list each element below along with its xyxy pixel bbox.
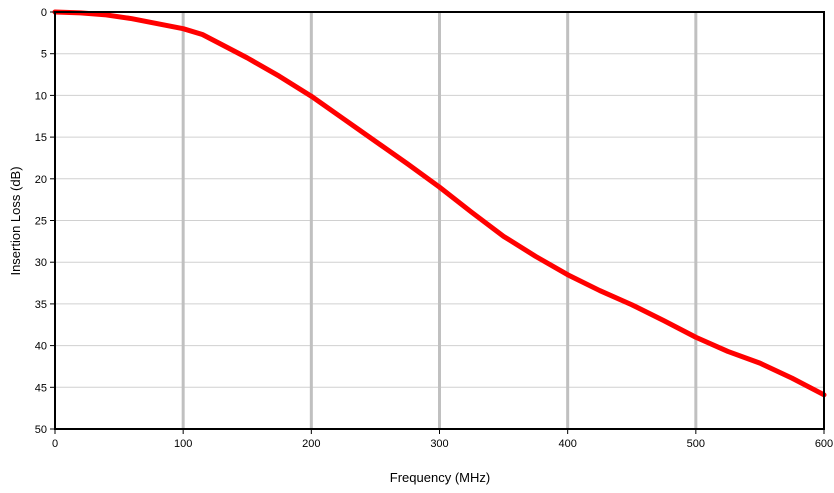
- x-tick-labels: 0 100 200 300 400 500 600: [52, 438, 833, 450]
- x-tick-label: 400: [558, 438, 576, 450]
- y-tick-label: 5: [41, 49, 47, 61]
- grid-layer: [55, 12, 824, 429]
- y-tick-label: 30: [35, 257, 47, 269]
- x-tick-label: 200: [302, 438, 320, 450]
- series-layer: [52, 9, 827, 398]
- y-tick-label: 10: [35, 90, 47, 102]
- x-axis-title: Frequency (MHz): [390, 470, 490, 485]
- x-tick-label: 600: [815, 438, 833, 450]
- x-tick-label: 300: [430, 438, 448, 450]
- y-tick-label: 15: [35, 132, 47, 144]
- y-tick-label: 40: [35, 341, 47, 353]
- y-tick-label: 35: [35, 299, 47, 311]
- x-tick-label: 100: [174, 438, 192, 450]
- y-tick-label: 50: [35, 424, 47, 436]
- y-tick-label: 0: [41, 7, 47, 19]
- y-tick-label: 45: [35, 382, 47, 394]
- axis-layer: [50, 11, 825, 434]
- x-tick-label: 500: [687, 438, 705, 450]
- x-tick-label: 0: [52, 438, 58, 450]
- y-tick-label: 25: [35, 216, 47, 228]
- y-tick-labels: 0 5 10 15 20 25 30 35 40 45 50: [35, 7, 47, 436]
- insertion-loss-series-line: [52, 9, 827, 398]
- y-axis-title: Insertion Loss (dB): [8, 166, 23, 275]
- y-tick-label: 20: [35, 174, 47, 186]
